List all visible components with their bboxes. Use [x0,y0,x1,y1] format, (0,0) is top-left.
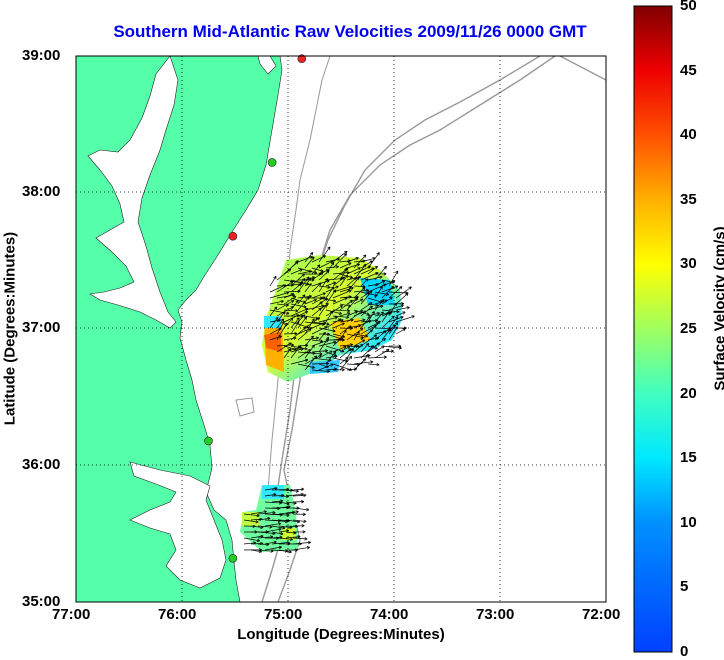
colorbar [634,6,672,652]
y-tick-label: 39:00 [22,47,60,64]
x-tick-label: 76:00 [158,606,196,623]
colorbar-tick-label: 45 [680,62,697,79]
station-marker [229,554,237,562]
x-axis-label: Longitude (Degrees:Minutes) [76,626,606,643]
colorbar-tick-label: 25 [680,320,697,337]
colorbar-tick-label: 5 [680,578,688,595]
colorbar-tick-label: 15 [680,449,697,466]
x-tick-label: 73:00 [476,606,514,623]
colorbar-tick-label: 20 [680,385,697,402]
y-tick-label: 35:00 [22,593,60,610]
colorbar-tick-label: 10 [680,514,697,531]
colorbar-tick-label: 0 [680,643,688,660]
x-tick-label: 75:00 [264,606,302,623]
y-tick-label: 37:00 [22,319,60,336]
colorbar-tick-label: 40 [680,126,697,143]
y-tick-label: 36:00 [22,456,60,473]
y-axis-label: Latitude (Degrees:Minutes) [2,199,19,459]
station-marker [229,232,237,240]
x-tick-label: 74:00 [370,606,408,623]
colorbar-tick-label: 50 [680,0,697,14]
station-marker [268,158,276,166]
x-tick-label: 72:00 [582,606,620,623]
colorbar-tick-label: 30 [680,255,697,272]
colorbar-label: Surface Velocity (cm/s) [712,179,724,439]
colorbar-tick-label: 35 [680,191,697,208]
station-marker [205,437,213,445]
y-tick-label: 38:00 [22,183,60,200]
